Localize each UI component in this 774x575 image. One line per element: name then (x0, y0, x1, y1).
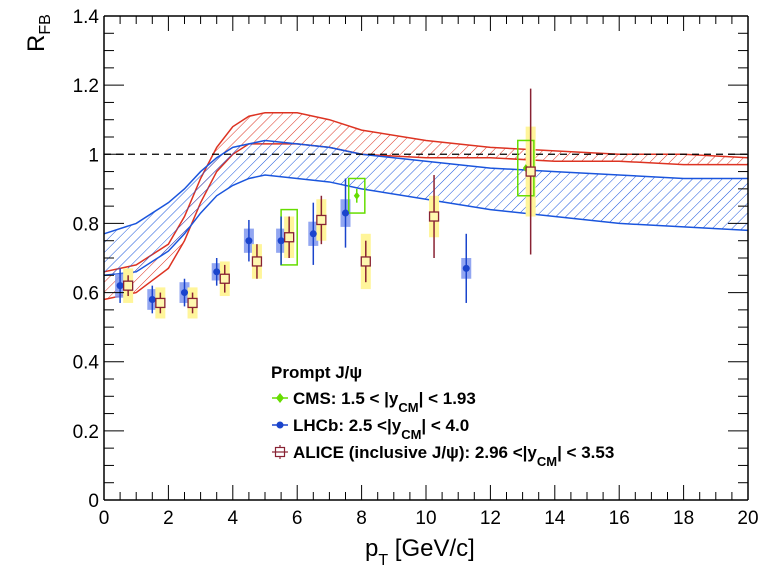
theory-bands (103, 112, 749, 301)
alice-point-0 (123, 280, 134, 291)
y-axis-title-main: R (23, 35, 50, 52)
legend-cms-label: CMS: 1.5 < |yCM| < 1.93 (293, 389, 476, 415)
lhcb-point-2 (181, 289, 188, 297)
alice-point-8 (428, 211, 440, 222)
legend-alice-label: ALICE (inclusive J/ψ): 2.96 <|yCM| < 3.5… (293, 443, 614, 469)
alice-point-2 (187, 297, 198, 309)
lhcb-point-6 (309, 230, 317, 238)
x-tick-label: 4 (228, 508, 239, 529)
y-tick-label: 0 (88, 491, 99, 512)
y-tick-label: 0.4 (73, 353, 100, 374)
legend-cms-label-pre: CMS: 1.5 < |y (293, 389, 399, 408)
legend-alice-label-post: | < 3.53 (557, 443, 614, 462)
legend-alice-label-pre: ALICE (inclusive J/ψ): 2.96 <|y (293, 443, 537, 462)
lhcb-point-7 (342, 209, 349, 217)
x-tick-label: 0 (99, 508, 110, 529)
x-tick-label: 16 (609, 508, 630, 529)
legend-entry-alice: ALICE (inclusive J/ψ): 2.96 <|yCM| < 3.5… (272, 443, 614, 469)
x-tick-label: 12 (480, 508, 501, 529)
lhcb-point-8 (462, 264, 470, 272)
legend-lhcb-label-sub: CM (401, 427, 421, 442)
y-tick-label: 0.8 (73, 214, 99, 235)
legend-lhcb-label-post: | < 4.0 (421, 416, 469, 435)
cms-syst-box-1 (347, 177, 366, 214)
theory-band-red-fill (104, 112, 748, 300)
legend-alice-label-sub: CM (537, 454, 557, 469)
legend-header: Prompt J/ψ (271, 363, 362, 382)
lhcb-point-3 (213, 268, 221, 276)
x-tick-label: 6 (292, 508, 303, 529)
legend-lhcb-label-pre: LHCb: 2.5 <|y (293, 416, 402, 435)
theory-band-blue-fill (104, 140, 748, 276)
alice-point-3 (219, 273, 230, 284)
y-axis-title: RFB (23, 14, 54, 52)
y-tick-label: 1 (88, 145, 99, 166)
legend-lhcb-circle-icon (276, 421, 284, 429)
x-tick-label: 2 (163, 508, 174, 529)
legend-entry-cms: CMS: 1.5 < |yCM| < 1.93 (272, 389, 476, 415)
legend-cms-label-sub: CM (398, 400, 418, 415)
legend-lhcb-label: LHCb: 2.5 <|yCM| < 4.0 (293, 416, 469, 442)
legend: Prompt J/ψ CMS: 1.5 < |yCM| < 1.93 LHCb:… (271, 363, 614, 469)
lhcb-point-0 (116, 282, 124, 290)
alice-point-6 (316, 214, 327, 226)
lhcb-point-4 (245, 237, 253, 245)
y-tick-label: 0.6 (73, 284, 99, 305)
cms-point-1 (353, 191, 360, 200)
lhcb-point-5 (277, 237, 285, 245)
legend-cms-diamond-icon (276, 393, 284, 403)
alice-point-4 (251, 256, 263, 267)
x-tick-label: 18 (673, 508, 694, 529)
x-axis-title-main: p (365, 535, 378, 562)
alice-point-7 (360, 256, 371, 267)
alice-point-5 (283, 232, 295, 243)
axis-ticks: 0 2 4 6 8 10 12 14 16 18 20 0 0.2 0.4 0.6 0.8 1 1.2 1.4 (73, 7, 759, 529)
y-tick-label: 1.4 (73, 7, 100, 28)
data-points (115, 88, 536, 319)
theory-band-blue-lower-edge (103, 174, 749, 277)
lhcb-point-1 (148, 295, 156, 303)
x-axis-title-rest: [GeV/c] (388, 535, 475, 562)
legend-cms-label-post: | < 1.93 (419, 389, 476, 408)
alice-point-9 (525, 166, 536, 177)
theory-band-blue-upper-edge (103, 139, 748, 235)
alice-point-1 (155, 297, 166, 309)
y-tick-label: 0.2 (73, 422, 99, 443)
x-tick-label: 10 (415, 508, 436, 529)
x-tick-label: 8 (356, 508, 367, 529)
x-tick-label: 14 (544, 508, 566, 529)
x-axis-title: pT [GeV/c] (365, 535, 475, 569)
y-axis-title-sub: FB (37, 14, 54, 34)
legend-entry-lhcb: LHCb: 2.5 <|yCM| < 4.0 (272, 416, 469, 442)
x-axis-title-sub: T (378, 552, 388, 569)
y-tick-label: 1.2 (73, 76, 99, 97)
x-tick-label: 20 (737, 508, 758, 529)
